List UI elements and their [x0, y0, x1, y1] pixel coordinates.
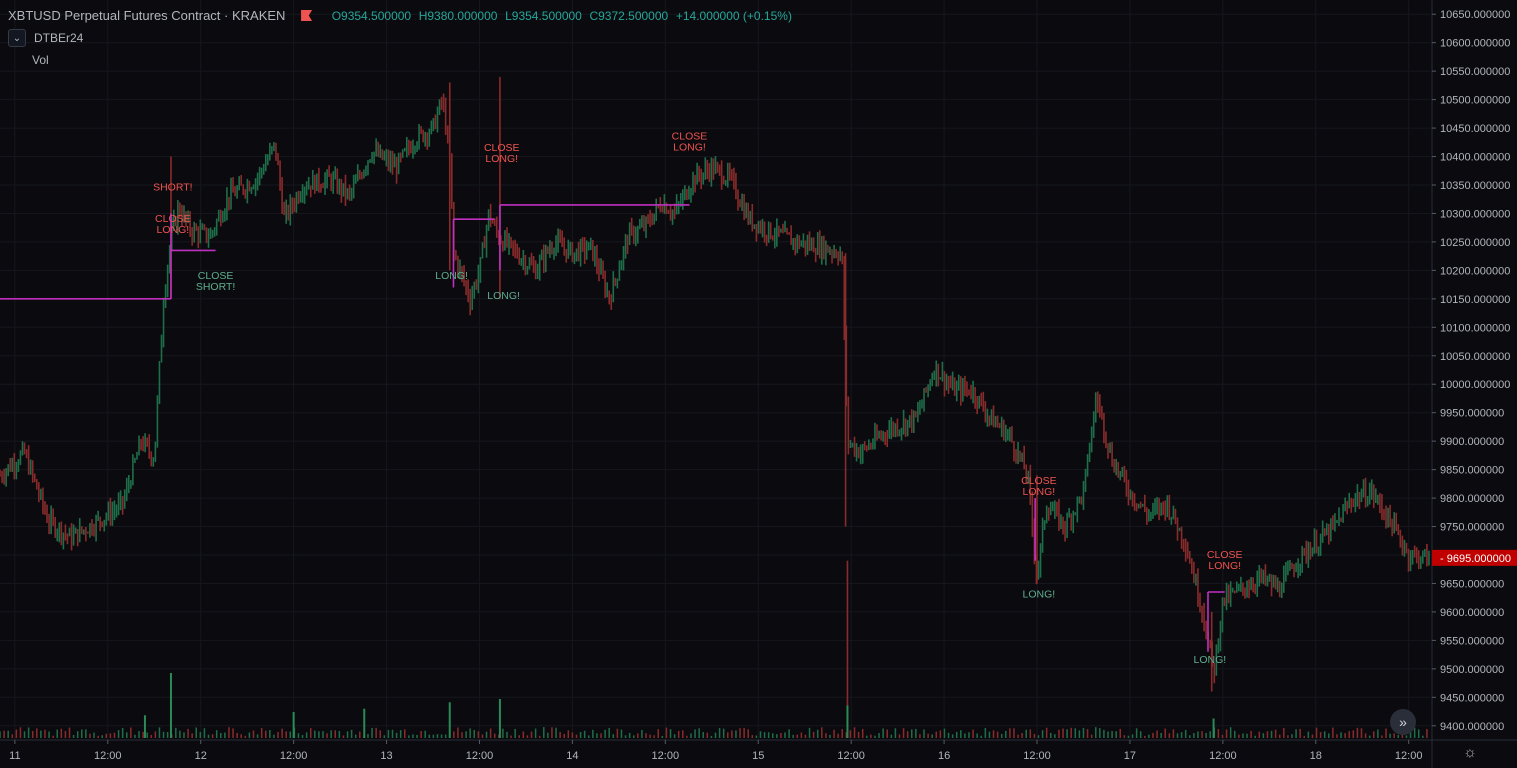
- signal-label: CLOSE SHORT!: [196, 270, 235, 293]
- ohlc-open: O9354.500000: [331, 9, 412, 23]
- time-tick-label: 12:00: [280, 750, 308, 762]
- signal-label: LONG!: [487, 290, 520, 302]
- price-tick-label: 9850.000000: [1440, 465, 1504, 477]
- time-tick-label: 12:00: [1023, 750, 1051, 762]
- chart-legend: XBTUSD Perpetual Futures Contract · KRAK…: [8, 8, 792, 23]
- gear-icon[interactable]: ☼: [1463, 743, 1477, 761]
- price-tick-label: 9750.000000: [1440, 522, 1504, 534]
- time-tick-label: 15: [752, 750, 764, 762]
- time-tick-label: 12:00: [1209, 750, 1237, 762]
- ohlc-high: H9380.000000: [418, 9, 498, 23]
- volume-label[interactable]: Vol: [32, 53, 49, 67]
- time-tick-label: 18: [1310, 750, 1322, 762]
- time-tick-label: 17: [1124, 750, 1136, 762]
- time-tick-label: 13: [380, 750, 392, 762]
- last-price-tag: [1432, 549, 1517, 566]
- time-tick-label: 12:00: [837, 750, 865, 762]
- last-price-label: - 9695.000000: [1440, 553, 1511, 565]
- flag-icon[interactable]: [301, 10, 313, 21]
- price-tick-label: 10000.000000: [1440, 379, 1510, 391]
- price-tick-label: 9450.000000: [1440, 692, 1504, 704]
- signal-label: LONG!: [1023, 589, 1056, 601]
- price-tick-label: 9400.000000: [1440, 721, 1504, 733]
- price-tick-label: 10500.000000: [1440, 95, 1510, 107]
- price-tick-label: 10300.000000: [1440, 208, 1510, 220]
- price-tick-label: 10600.000000: [1440, 38, 1510, 50]
- price-tick-label: 10050.000000: [1440, 351, 1510, 363]
- time-tick-label: 16: [938, 750, 950, 762]
- indicator-row: ⌄ DTBEr24: [8, 29, 83, 47]
- price-tick-label: 10200.000000: [1440, 265, 1510, 277]
- scroll-to-realtime-button[interactable]: »: [1390, 709, 1416, 735]
- price-tick-label: 9800.000000: [1440, 493, 1504, 505]
- signal-label: CLOSE LONG!: [155, 213, 191, 236]
- time-tick-label: 12:00: [652, 750, 680, 762]
- ohlc-low: L9354.500000: [505, 9, 582, 23]
- signal-label: SHORT!: [153, 182, 192, 194]
- candles: [0, 93, 1430, 684]
- signal-label: CLOSE LONG!: [1207, 549, 1243, 572]
- chevron-down-icon[interactable]: ⌄: [8, 29, 26, 47]
- signal-label: CLOSE LONG!: [672, 130, 708, 153]
- price-tick-label: 10350.000000: [1440, 180, 1510, 192]
- signal-label: CLOSE LONG!: [1021, 475, 1057, 498]
- price-tick-label: 9950.000000: [1440, 408, 1504, 420]
- price-tick-label: 10650.000000: [1440, 9, 1510, 21]
- price-tick-label: 10450.000000: [1440, 123, 1510, 135]
- price-tick-label: 9650.000000: [1440, 578, 1504, 590]
- time-tick-label: 12: [195, 750, 207, 762]
- time-tick-label: 11: [9, 750, 20, 762]
- ohlc-change: +14.000000 (+0.15%): [675, 9, 792, 23]
- ohlc-close: C9372.500000: [589, 9, 669, 23]
- signal-label: LONG!: [435, 270, 468, 282]
- time-tick-label: 12:00: [1395, 750, 1423, 762]
- price-tick-label: 10400.000000: [1440, 152, 1510, 164]
- time-tick-label: 12:00: [94, 750, 122, 762]
- symbol-title[interactable]: XBTUSD Perpetual Futures Contract · KRAK…: [8, 8, 286, 23]
- time-tick-label: 14: [566, 750, 578, 762]
- price-tick-label: 10150.000000: [1440, 294, 1510, 306]
- signal-label: LONG!: [1194, 654, 1227, 666]
- price-tick-label: 9500.000000: [1440, 664, 1504, 676]
- price-tick-label: 9600.000000: [1440, 607, 1504, 619]
- price-tick-label: 10550.000000: [1440, 66, 1510, 78]
- time-tick-label: 12:00: [466, 750, 494, 762]
- price-tick-label: 10100.000000: [1440, 322, 1510, 334]
- signal-label: CLOSE LONG!: [484, 142, 520, 165]
- indicator-name[interactable]: DTBEr24: [34, 31, 84, 45]
- price-tick-label: 10250.000000: [1440, 237, 1510, 249]
- price-tick-label: 9550.000000: [1440, 635, 1504, 647]
- price-tick-label: 9900.000000: [1440, 436, 1504, 448]
